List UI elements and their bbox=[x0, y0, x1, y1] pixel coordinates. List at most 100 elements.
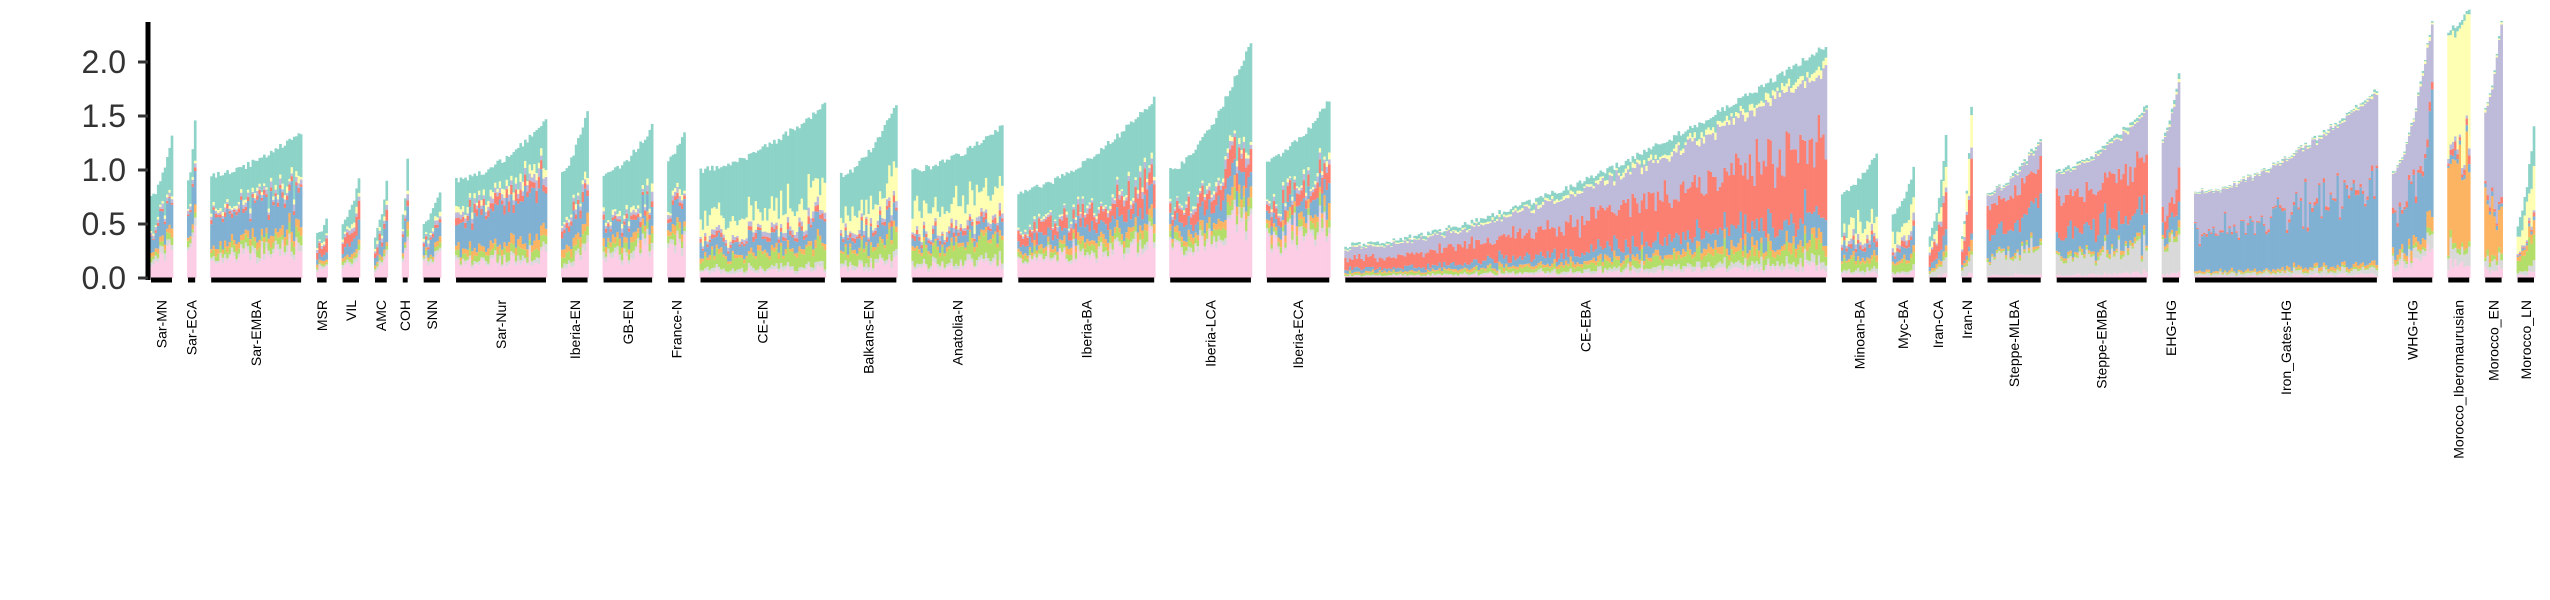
bar-segment bbox=[1459, 244, 1462, 265]
bar-segment bbox=[736, 258, 739, 270]
bar-segment bbox=[869, 262, 873, 278]
bar-segment bbox=[1413, 235, 1416, 238]
bar-segment bbox=[1358, 242, 1361, 245]
bar-segment bbox=[1077, 244, 1080, 250]
bar-segment bbox=[1095, 233, 1099, 244]
bar-segment bbox=[929, 266, 933, 269]
bar-segment bbox=[968, 254, 972, 261]
bar-segment bbox=[272, 236, 275, 243]
bar-segment bbox=[579, 206, 583, 211]
bar-segment bbox=[927, 268, 931, 273]
bar-segment bbox=[1383, 243, 1386, 247]
bar-segment bbox=[934, 225, 937, 239]
bar-segment bbox=[581, 224, 585, 235]
bar-segment bbox=[616, 250, 619, 278]
bar-segment bbox=[639, 256, 642, 278]
bar-segment bbox=[955, 225, 958, 230]
bar-segment bbox=[743, 272, 746, 275]
bar-segment bbox=[998, 125, 1002, 177]
bar-segment bbox=[1489, 263, 1492, 266]
bar-segment bbox=[1436, 270, 1439, 274]
bar-segment bbox=[281, 197, 285, 226]
bar-segment bbox=[494, 238, 497, 244]
bar-segment bbox=[720, 252, 723, 270]
bar-segment bbox=[1672, 151, 1676, 200]
bar-segment bbox=[1321, 218, 1324, 228]
bar-segment bbox=[1037, 253, 1041, 257]
bar-segment bbox=[761, 220, 765, 232]
bar-segment bbox=[152, 193, 155, 234]
bar-segment bbox=[350, 258, 354, 264]
bar-segment bbox=[505, 186, 509, 190]
bar-segment bbox=[680, 194, 684, 201]
bar-segment bbox=[867, 271, 871, 278]
bar-segment bbox=[1624, 168, 1628, 173]
bar-segment bbox=[318, 253, 322, 260]
bar-segment bbox=[720, 273, 723, 278]
bar-segment bbox=[1017, 258, 1020, 278]
bar-segment bbox=[383, 256, 386, 261]
bar-segment bbox=[1201, 136, 1205, 181]
bar-segment bbox=[1056, 225, 1060, 228]
bar-segment bbox=[759, 230, 762, 246]
bar-segment bbox=[711, 208, 714, 230]
bar-segment bbox=[793, 274, 797, 278]
bar-segment bbox=[1535, 254, 1538, 266]
bar-segment bbox=[240, 240, 243, 245]
bar-segment bbox=[929, 244, 933, 254]
bar-segment bbox=[1279, 247, 1283, 254]
bar-segment bbox=[519, 189, 523, 202]
bar-segment bbox=[1668, 139, 1671, 156]
bar-segment bbox=[1440, 252, 1444, 268]
bar-segment bbox=[226, 170, 229, 200]
bar-segment bbox=[1311, 187, 1315, 190]
bar-segment bbox=[1424, 236, 1428, 240]
bar-segment bbox=[1238, 137, 1241, 144]
bar-segment bbox=[1065, 228, 1069, 247]
bar-segment bbox=[715, 230, 719, 237]
bar-segment bbox=[646, 194, 649, 212]
bar-segment bbox=[1298, 226, 1301, 231]
bar-segment bbox=[191, 237, 195, 278]
bar-segment bbox=[1410, 252, 1414, 265]
bar-segment bbox=[1222, 182, 1225, 186]
bar-segment bbox=[987, 240, 990, 243]
bar-segment bbox=[945, 211, 949, 233]
bar-segment bbox=[217, 212, 220, 216]
bar-segment bbox=[1309, 202, 1313, 216]
bar-segment bbox=[376, 266, 379, 270]
bar-segment bbox=[498, 244, 502, 250]
bar-segment bbox=[457, 249, 460, 258]
bar-segment bbox=[1477, 239, 1481, 264]
bar-segment bbox=[168, 192, 172, 197]
bar-segment bbox=[1305, 228, 1308, 234]
bar-segment bbox=[1185, 157, 1188, 202]
bar-segment bbox=[1649, 268, 1653, 273]
bar-segment bbox=[971, 258, 974, 263]
bar-segment bbox=[920, 242, 924, 246]
bar-segment bbox=[1353, 243, 1357, 246]
bar-segment bbox=[842, 237, 845, 240]
bar-segment bbox=[542, 121, 546, 169]
bar-segment bbox=[996, 131, 1000, 189]
bar-segment bbox=[874, 227, 878, 231]
bar-segment bbox=[214, 263, 218, 278]
bar-segment bbox=[876, 227, 880, 244]
bar-segment bbox=[1026, 235, 1030, 238]
bar-segment bbox=[918, 237, 921, 241]
bar-segment bbox=[482, 261, 486, 278]
bar-segment bbox=[320, 265, 324, 270]
bar-segment bbox=[978, 145, 981, 193]
bar-segment bbox=[1305, 192, 1308, 196]
bar-segment bbox=[932, 261, 935, 278]
bar-segment bbox=[994, 254, 997, 260]
bar-segment bbox=[1268, 236, 1271, 278]
bar-segment bbox=[941, 261, 944, 264]
bar-segment bbox=[821, 219, 824, 243]
bar-segment bbox=[1491, 244, 1495, 260]
bar-segment bbox=[1102, 221, 1105, 234]
bar-segment bbox=[1562, 190, 1566, 197]
bar-segment bbox=[1194, 237, 1198, 244]
bar-segment bbox=[1564, 186, 1568, 196]
bar-segment bbox=[258, 183, 262, 187]
